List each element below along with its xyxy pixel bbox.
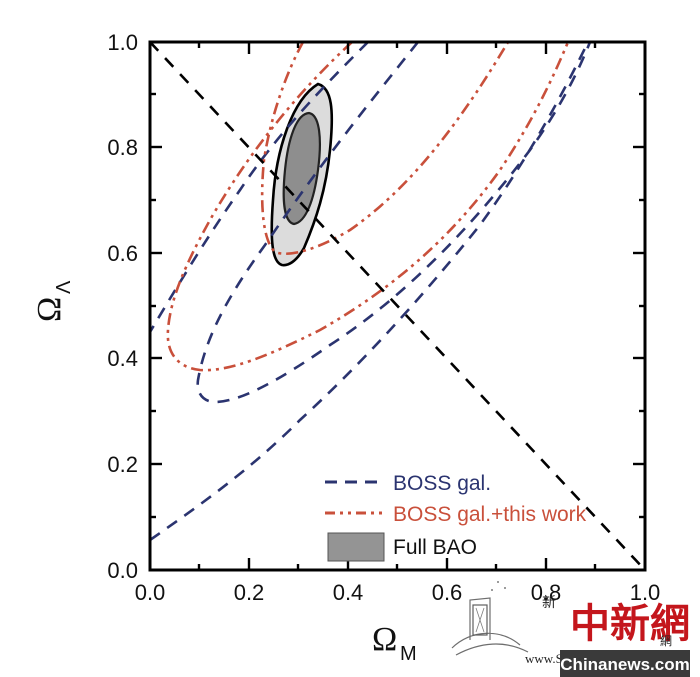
y-tick-label: 1.0 (107, 30, 138, 55)
watermark-site-badge (560, 650, 690, 677)
boss-this-work-contours (166, 42, 570, 372)
y-tick-label: 0.6 (107, 241, 138, 266)
y-tick-label: 0.0 (107, 558, 138, 583)
x-tick-label: 1.0 (630, 580, 661, 605)
y-tick-label: 0.4 (107, 346, 138, 371)
full-bao-contours (270, 82, 334, 267)
watermark: www.Sinology.cn Chinanews.com 中新網 新 網 (451, 581, 690, 677)
x-tick-label: 0.4 (333, 580, 364, 605)
x-axis-title: Ω M (372, 621, 417, 665)
y-tick-label: 0.2 (107, 452, 138, 477)
x-tick-label: 0.0 (135, 580, 166, 605)
watermark-cn-small: 網 (660, 634, 672, 648)
boss-gal-contours (150, 42, 592, 542)
full-bao-1sigma (282, 111, 321, 226)
watermark-cn-logo: 中新網 (570, 600, 690, 647)
svg-text:M: M (400, 643, 417, 665)
boss-this-work-1sigma (260, 42, 510, 256)
boss-gal-1sigma (196, 42, 592, 404)
svg-text:Ω: Ω (31, 297, 68, 322)
legend-item-full-bao: Full BAO (327, 532, 477, 562)
x-tick-labels: 0.0 0.2 0.4 0.6 0.8 1.0 (135, 580, 661, 605)
legend-item-boss-gal: BOSS gal. (325, 472, 491, 495)
legend-item-boss-this-work: BOSS gal.+this work (325, 503, 587, 526)
flat-universe-line (150, 42, 645, 570)
legend: BOSS gal. BOSS gal.+this work Full BAO (325, 472, 587, 562)
svg-text:Ω: Ω (372, 621, 397, 658)
y-tick-label: 0.8 (107, 135, 138, 160)
axis-ticks (148, 42, 647, 570)
x-tick-label: 0.2 (234, 580, 265, 605)
boss-gal-2sigma-lower (150, 42, 590, 542)
legend-label: BOSS gal.+this work (393, 503, 587, 526)
watermark-site-text: Chinanews.com (560, 655, 689, 674)
svg-text:Λ: Λ (53, 280, 75, 294)
watermark-cn-small: 新 (542, 595, 556, 611)
x-tick-label: 0.6 (432, 580, 463, 605)
x-tick-label: 0.8 (531, 580, 562, 605)
woodcut-illustration-icon (451, 581, 529, 656)
boss-gal-2sigma-upper (150, 42, 369, 333)
plot-area (150, 42, 645, 570)
legend-label: BOSS gal. (393, 472, 491, 495)
y-tick-labels: 1.0 0.8 0.6 0.4 0.2 0.0 (107, 30, 138, 583)
y-axis-title: Ω Λ (31, 280, 75, 322)
legend-label: Full BAO (393, 536, 477, 559)
filled-box-icon (327, 532, 385, 562)
